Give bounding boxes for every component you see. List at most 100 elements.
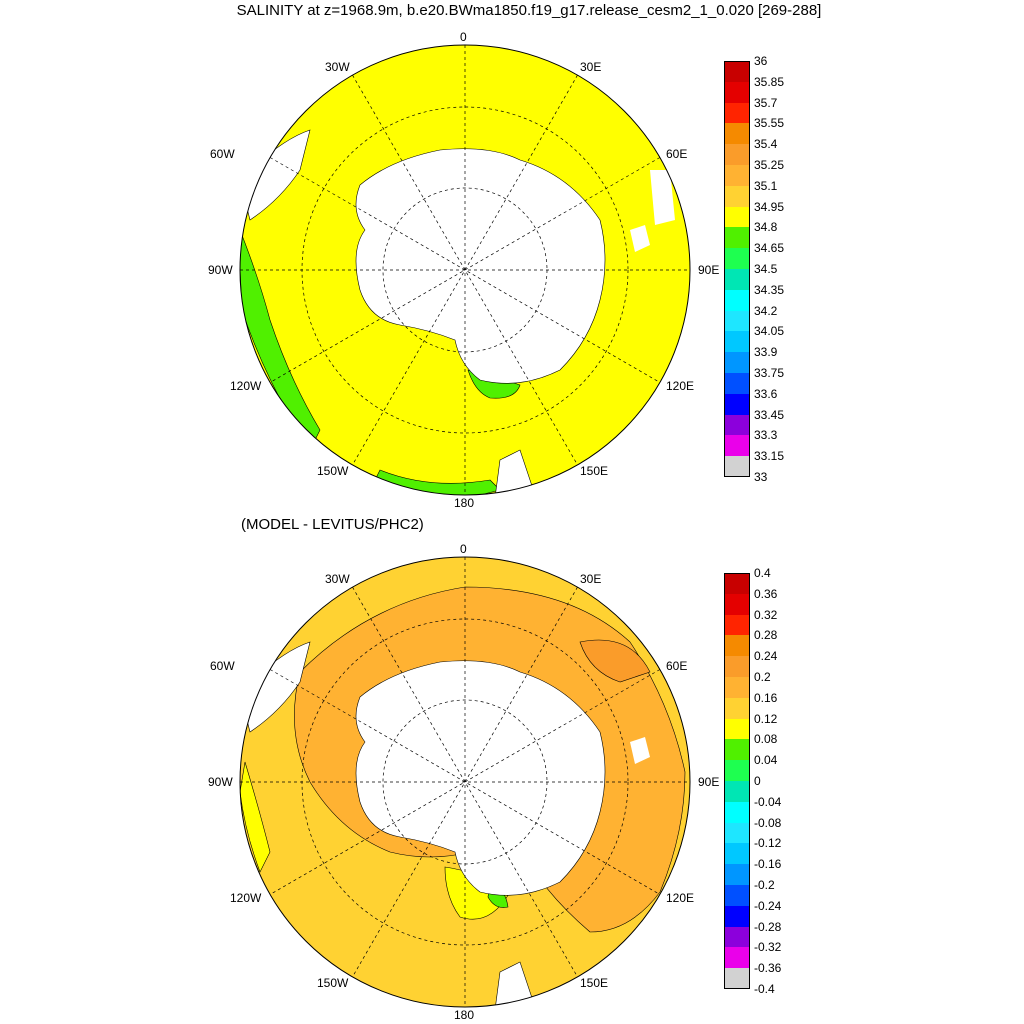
colorbar-swatch	[724, 269, 750, 291]
colorbar-swatch	[724, 905, 750, 928]
colorbar-swatch	[724, 414, 750, 436]
colorbar-label: 33.3	[754, 428, 778, 443]
difference-subtitle: (MODEL - LEVITUS/PHC2)	[241, 516, 424, 533]
colorbar-swatch	[724, 165, 750, 187]
lon-label-120w: 120W	[230, 891, 262, 905]
colorbar-label: 35.7	[754, 95, 778, 110]
colorbar-label: 33.75	[754, 366, 785, 380]
colorbar-label: 0.04	[754, 753, 778, 768]
colorbar-label: 35.85	[754, 74, 785, 89]
colorbar-swatch	[724, 248, 750, 270]
kerguelen-mask	[630, 225, 650, 252]
colorbar-swatch	[724, 843, 750, 865]
map-boundary-circle	[239, 556, 691, 1008]
lon-label-150w: 150W	[317, 976, 349, 990]
lon-label-180: 180	[454, 496, 475, 510]
colorbar-swatch	[724, 656, 750, 678]
colorbar-swatch	[724, 144, 750, 166]
lon-label-30w: 30W	[325, 572, 350, 586]
difference-polar-map: 0 30E 60E 90E 120E 150E 180 150W 120W 90…	[190, 532, 740, 1022]
colorbar-label: 33.15	[754, 449, 785, 464]
colorbar-label: 0.28	[754, 628, 778, 643]
colorbar-swatch	[724, 456, 750, 478]
lon-label-60e: 60E	[666, 659, 688, 673]
antarctica-land	[355, 148, 606, 384]
lon-label-30w: 30W	[325, 60, 350, 74]
lon-label-120e: 120E	[666, 379, 695, 393]
lon-label-90e: 90E	[698, 263, 720, 277]
colorbar-label: 34.2	[754, 303, 778, 318]
colorbar-label: 35.1	[754, 178, 778, 193]
colorbar-swatch	[724, 677, 750, 699]
colorbar-swatch	[724, 352, 750, 374]
colorbar-swatch	[724, 947, 750, 969]
colorbar-label: -0.4	[754, 982, 775, 996]
colorbar-label: -0.32	[754, 940, 782, 955]
colorbar-label: 0	[754, 774, 761, 788]
colorbar-label: 35.25	[754, 158, 785, 172]
lon-label-150e: 150E	[580, 464, 609, 478]
difference-patch-0.08-west	[240, 761, 271, 873]
colorbar-swatch	[724, 739, 750, 761]
map-graticule	[240, 45, 690, 495]
colorbar-swatch	[724, 864, 750, 886]
colorbar-swatch	[724, 373, 750, 395]
green-region-pacific-margin	[240, 224, 321, 451]
colorbar-label: 33.45	[754, 407, 785, 422]
colorbar-swatch	[724, 331, 750, 353]
colorbar-swatch	[724, 968, 750, 990]
colorbar-label: 0.36	[754, 586, 778, 601]
colorbar-label: 34.65	[754, 241, 785, 256]
lon-label-60w: 60W	[210, 147, 235, 161]
colorbar-label: 33.6	[754, 386, 778, 401]
new-zealand-land	[494, 449, 536, 495]
colorbar-label: 33.9	[754, 345, 778, 360]
colorbar-swatch	[724, 760, 750, 782]
colorbar-swatch	[724, 926, 750, 948]
antarctica-land	[355, 660, 606, 896]
colorbar-label: 36	[754, 54, 768, 68]
colorbar-swatch	[724, 206, 750, 228]
colorbar-label: 0.32	[754, 607, 778, 622]
colorbar-swatch	[724, 185, 750, 208]
lon-label-0: 0	[460, 30, 467, 44]
colorbar-swatch	[724, 310, 750, 332]
colorbar-label: 0.16	[754, 690, 778, 705]
colorbar-label: -0.36	[754, 961, 782, 976]
colorbar-swatch	[724, 801, 750, 824]
ridge-mask	[650, 170, 675, 225]
colorbar-label: -0.12	[754, 836, 782, 851]
figure-title: SALINITY at z=1968.9m, b.e20.BWma1850.f1…	[236, 2, 822, 19]
colorbar-label: 35.4	[754, 137, 778, 152]
lon-label-150w: 150W	[317, 464, 349, 478]
colorbar-swatch	[724, 635, 750, 657]
lon-label-60e: 60E	[666, 147, 688, 161]
colorbar-label: -0.04	[754, 794, 782, 809]
colorbar-swatch	[724, 781, 750, 803]
colorbar-label: 34.35	[754, 282, 785, 297]
colorbar-swatch	[724, 593, 750, 616]
colorbar-label: 33	[754, 470, 768, 484]
lon-label-90w: 90W	[208, 775, 233, 789]
colorbar-swatch	[724, 102, 750, 124]
colorbar-swatch	[724, 227, 750, 249]
lon-label-150e: 150E	[580, 976, 609, 990]
lon-label-120w: 120W	[230, 379, 262, 393]
colorbar-label: -0.08	[754, 815, 782, 830]
colorbar-label: 0.2	[754, 670, 771, 684]
colorbar-swatch	[724, 697, 750, 720]
colorbar-swatch	[724, 718, 750, 740]
lon-label-30e: 30E	[580, 572, 602, 586]
lon-label-120e: 120E	[666, 891, 695, 905]
colorbar-label: 35.55	[754, 116, 785, 131]
colorbar-swatch	[724, 885, 750, 907]
lon-label-60w: 60W	[210, 659, 235, 673]
map-boundary-circle	[239, 44, 691, 496]
lon-label-30e: 30E	[580, 60, 602, 74]
colorbar-label: 0.4	[754, 566, 771, 580]
colorbar-swatch	[724, 393, 750, 416]
colorbar-label: 34.5	[754, 262, 778, 276]
colorbar-label: -0.28	[754, 919, 782, 934]
colorbar-swatch	[724, 289, 750, 312]
colorbar-label: 0.12	[754, 711, 778, 726]
